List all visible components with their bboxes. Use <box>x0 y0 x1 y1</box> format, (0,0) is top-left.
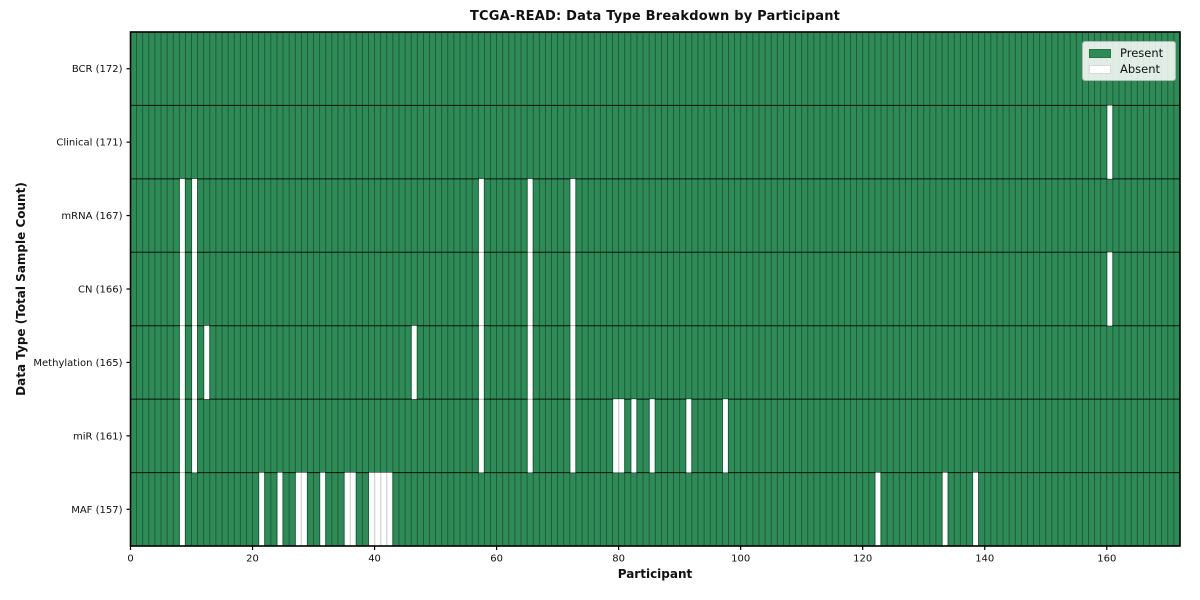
row-dividers <box>130 104 1180 474</box>
absent-cell <box>613 399 619 473</box>
absent-cell <box>301 472 307 546</box>
absent-cell <box>686 399 692 473</box>
absent-cell <box>295 472 301 546</box>
legend-item-absent: Absent <box>1089 62 1169 77</box>
absent-cell <box>570 325 576 400</box>
absent-cell <box>277 472 283 546</box>
row-divider-crossings <box>179 251 576 474</box>
absent-cell <box>344 472 350 546</box>
absent-cell <box>875 472 881 546</box>
absent-cell <box>973 472 979 546</box>
legend-label-present: Present <box>1120 46 1164 60</box>
y-tick-label: MAF (157) <box>71 505 122 516</box>
absent-cell <box>649 399 655 473</box>
legend: Present Absent <box>1082 41 1176 81</box>
absent-cell <box>570 399 576 473</box>
absent-cell <box>631 399 637 473</box>
absent-cell <box>570 252 576 326</box>
absent-cell <box>478 399 484 473</box>
chart-title: TCGA-READ: Data Type Breakdown by Partic… <box>469 9 841 24</box>
absent-cell <box>527 399 533 473</box>
absent-cell <box>259 472 265 546</box>
absent-cell <box>619 399 625 473</box>
absent-cell <box>204 325 210 400</box>
absent-cell <box>179 252 185 326</box>
absent-cell <box>1107 252 1113 326</box>
absent-cell <box>722 399 728 473</box>
absent-cell <box>1107 105 1113 179</box>
y-tick-label: Methylation (165) <box>33 358 122 369</box>
column-gridlines <box>136 32 1175 546</box>
x-axis: 0 20 40 60 80 100 120 140 160 <box>127 546 1116 565</box>
absent-cell <box>369 472 374 546</box>
x-tick-label: 100 <box>731 554 750 565</box>
present-swatch <box>1089 49 1111 58</box>
absent-cell <box>411 325 417 400</box>
absent-swatch <box>1089 65 1111 74</box>
absent-cell <box>320 472 326 546</box>
absent-cell <box>375 472 381 546</box>
y-tick-label: Clinical (171) <box>56 138 122 149</box>
absent-cell <box>381 472 387 546</box>
absent-cell <box>192 178 198 253</box>
heatmap-present-area <box>130 32 1180 546</box>
absent-cell <box>478 325 484 400</box>
x-tick-label: 80 <box>612 554 625 565</box>
absent-cell <box>478 252 484 326</box>
x-tick-label: 160 <box>1097 554 1116 565</box>
x-tick-label: 0 <box>127 554 133 565</box>
legend-label-absent: Absent <box>1120 62 1161 76</box>
x-axis-label: Participant <box>617 567 693 581</box>
absent-cell-separators <box>300 399 620 546</box>
absent-cell <box>179 325 185 400</box>
y-axis-label: Data Type (Total Sample Count) <box>14 182 28 396</box>
y-tick-label: CN (166) <box>78 285 123 296</box>
absent-cell <box>192 252 198 326</box>
x-tick-label: 120 <box>853 554 872 565</box>
absent-cell <box>387 472 393 546</box>
y-tick-label: BCR (172) <box>72 64 123 75</box>
x-tick-label: 140 <box>975 554 994 565</box>
y-tick-label: miR (161) <box>73 431 123 442</box>
y-tick-label: mRNA (167) <box>61 211 122 222</box>
x-tick-label: 60 <box>490 554 503 565</box>
absent-cell <box>179 399 185 473</box>
absent-cell <box>350 472 356 546</box>
absent-cell <box>527 325 533 400</box>
x-tick-label: 20 <box>246 554 259 565</box>
absent-cell <box>192 399 198 473</box>
y-axis: BCR (172) Clinical (171) mRNA (167) CN (166… <box>33 64 131 516</box>
absent-cell <box>179 178 185 253</box>
absent-cell <box>527 252 533 326</box>
absent-cell <box>179 472 185 546</box>
absent-cell <box>478 178 484 253</box>
absent-cell <box>570 178 576 253</box>
absent-cell <box>192 325 198 400</box>
x-tick-label: 40 <box>368 554 381 565</box>
absent-cell <box>527 178 533 253</box>
absent-cells <box>179 105 1113 546</box>
absent-cell <box>942 472 948 546</box>
legend-item-present: Present <box>1089 46 1169 61</box>
